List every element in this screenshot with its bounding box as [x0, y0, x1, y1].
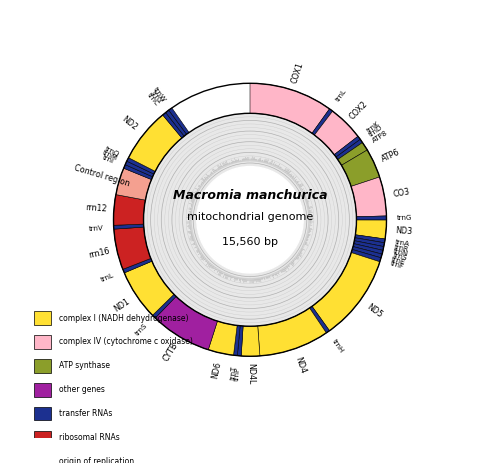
Text: mitochondrial genome: mitochondrial genome [187, 212, 313, 222]
Text: ATP synthase: ATP synthase [59, 361, 110, 370]
Text: other genes: other genes [59, 385, 105, 394]
Text: Control region: Control region [74, 164, 131, 188]
Text: trnV: trnV [88, 225, 104, 232]
Text: CO3: CO3 [393, 187, 411, 199]
Text: trnD: trnD [368, 124, 384, 138]
Wedge shape [336, 139, 362, 160]
Wedge shape [162, 113, 184, 138]
Wedge shape [312, 109, 332, 135]
Circle shape [144, 113, 356, 326]
Wedge shape [125, 161, 154, 177]
Bar [34, 455, 50, 463]
Wedge shape [258, 308, 326, 356]
Bar [34, 431, 50, 444]
Text: COX1: COX1 [290, 61, 305, 85]
Text: rrn12: rrn12 [85, 203, 108, 214]
Wedge shape [152, 294, 176, 318]
Wedge shape [123, 258, 152, 273]
Wedge shape [127, 158, 155, 174]
Bar [34, 311, 50, 325]
Bar [34, 359, 50, 373]
Text: ND2: ND2 [120, 115, 139, 132]
Text: trnY: trnY [150, 90, 163, 105]
Text: rrn16: rrn16 [88, 247, 111, 260]
Text: trnA: trnA [394, 239, 410, 248]
Text: trnQ: trnQ [104, 145, 120, 157]
Text: trnL: trnL [100, 272, 114, 283]
Text: trnS: trnS [134, 322, 148, 337]
Wedge shape [356, 216, 386, 220]
Text: trnC: trnC [146, 92, 160, 107]
Wedge shape [351, 177, 386, 217]
Text: trnL: trnL [335, 88, 348, 103]
Text: CYTB: CYTB [162, 341, 180, 363]
Text: trnE: trnE [391, 256, 406, 265]
Text: trnN: trnN [392, 248, 409, 257]
Circle shape [197, 167, 303, 273]
Wedge shape [342, 150, 380, 187]
Text: trnT: trnT [230, 366, 237, 381]
Text: origin of replication: origin of replication [59, 457, 134, 463]
Wedge shape [312, 252, 380, 331]
Wedge shape [310, 307, 330, 333]
Wedge shape [353, 244, 383, 254]
Text: trnW: trnW [152, 86, 168, 103]
Bar [34, 407, 50, 420]
Text: Macromia manchurica: Macromia manchurica [173, 189, 327, 202]
Wedge shape [116, 168, 152, 200]
Text: trnK: trnK [366, 120, 381, 134]
Wedge shape [114, 227, 151, 269]
Text: ribosomal RNAs: ribosomal RNAs [59, 433, 120, 442]
Wedge shape [355, 235, 385, 243]
Text: trnP: trnP [234, 366, 242, 381]
Wedge shape [128, 115, 182, 171]
Wedge shape [124, 165, 152, 180]
Wedge shape [208, 321, 237, 355]
Wedge shape [168, 108, 189, 134]
Text: ND4: ND4 [294, 356, 308, 375]
Wedge shape [166, 110, 186, 136]
Wedge shape [114, 224, 144, 229]
Wedge shape [234, 325, 240, 356]
Text: ND5: ND5 [365, 302, 384, 319]
Text: complex I (NADH dehydrogenase): complex I (NADH dehydrogenase) [59, 313, 188, 323]
Wedge shape [334, 136, 360, 157]
Wedge shape [352, 250, 381, 262]
Wedge shape [114, 194, 146, 225]
Wedge shape [156, 296, 218, 350]
Text: ND4L: ND4L [246, 363, 255, 385]
Wedge shape [356, 220, 386, 239]
Text: trnI: trnI [102, 154, 114, 164]
Wedge shape [354, 238, 384, 247]
Text: COX2: COX2 [348, 99, 370, 121]
Text: transfer RNAs: transfer RNAs [59, 409, 112, 418]
Text: ATP8: ATP8 [371, 130, 388, 144]
Wedge shape [241, 326, 260, 356]
Text: ND3: ND3 [395, 226, 412, 236]
Wedge shape [352, 247, 382, 258]
Wedge shape [238, 326, 243, 356]
Text: trnF: trnF [390, 260, 405, 270]
Text: trnM: trnM [102, 150, 118, 162]
Bar [34, 383, 50, 396]
Text: trnH: trnH [332, 338, 345, 354]
Wedge shape [124, 261, 174, 315]
Bar [34, 335, 50, 349]
Text: trnS: trnS [392, 252, 407, 261]
Text: complex IV (cytochrome c oxidase): complex IV (cytochrome c oxidase) [59, 338, 193, 346]
Text: trnG: trnG [396, 215, 412, 221]
Text: ND1: ND1 [112, 297, 131, 314]
Wedge shape [354, 241, 384, 250]
Wedge shape [250, 83, 330, 133]
Wedge shape [314, 111, 358, 155]
Text: trnR: trnR [394, 244, 409, 252]
Text: 15,560 bp: 15,560 bp [222, 237, 278, 247]
Text: ND6: ND6 [210, 361, 223, 380]
Text: ATP6: ATP6 [380, 148, 401, 164]
Wedge shape [338, 143, 368, 165]
